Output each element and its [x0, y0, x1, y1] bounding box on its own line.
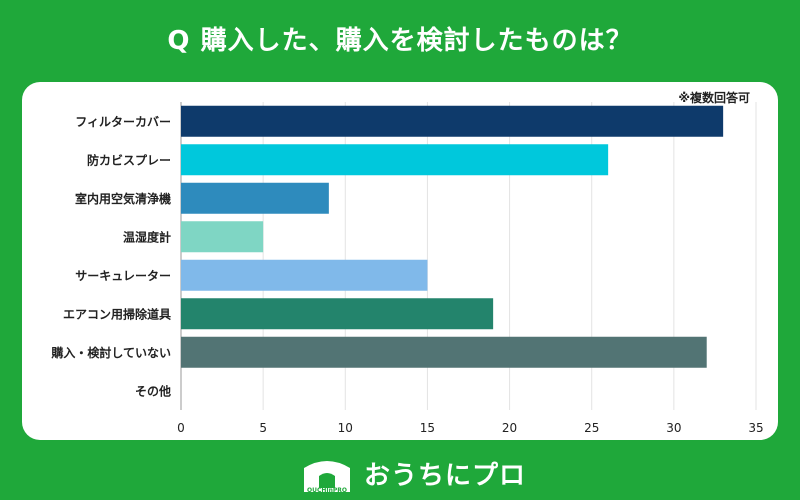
category-label: フィルターカバー	[75, 115, 171, 129]
category-label: エアコン用掃除道具	[63, 306, 171, 321]
page-title: Q 購入した、購入を検討したものは？	[167, 26, 633, 56]
category-label: 温湿度計	[123, 229, 171, 244]
bar	[181, 144, 609, 176]
x-tick-label: 15	[420, 421, 435, 435]
x-tick-label: 10	[338, 421, 353, 435]
house-icon: OUCHInPRO	[304, 461, 350, 494]
category-label: サーキュレーター	[75, 269, 171, 283]
x-tick-label: 5	[259, 421, 267, 435]
category-label: その他	[135, 383, 171, 398]
multiple-answer-note: ※複数回答可	[678, 90, 750, 105]
bar	[181, 259, 428, 291]
bar-chart: ※複数回答可 フィルターカバー防カビスプレー室内用空気清浄機温湿度計サーキュレー…	[50, 90, 763, 435]
bar	[181, 105, 724, 137]
footer-logo: OUCHInPRO おうちにプロ	[300, 452, 526, 494]
category-label: 室内用空気清浄機	[75, 191, 171, 206]
logo-sub-text: OUCHInPRO	[307, 487, 347, 494]
x-tick-label: 30	[666, 421, 681, 435]
bar	[181, 182, 329, 214]
category-label: 防カビスプレー	[87, 152, 171, 167]
chart-card: ※複数回答可 フィルターカバー防カビスプレー室内用空気清浄機温湿度計サーキュレー…	[22, 82, 778, 440]
x-tick-label: 0	[177, 421, 185, 435]
bar	[181, 336, 707, 368]
bar	[181, 221, 264, 253]
x-tick-label: 25	[584, 421, 599, 435]
x-tick-label: 20	[502, 421, 517, 435]
logo-text: おうちにプロ	[364, 460, 527, 491]
bar	[181, 298, 494, 330]
category-label: 購入・検討していない	[50, 345, 171, 360]
x-tick-label: 35	[748, 421, 763, 435]
